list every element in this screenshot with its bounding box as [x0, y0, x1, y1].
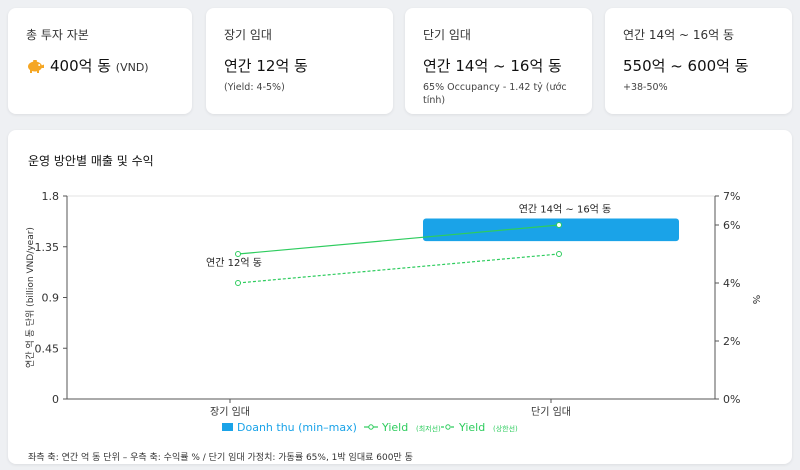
- y2-axis-label: %: [750, 295, 761, 305]
- legend-sub-yield-lower: (최저선): [416, 424, 441, 433]
- chart-panel: 운영 방안별 매출 및 수익 0 0.45 0.9 1.35 1.8 0% 2% 4% 6% 7%…: [8, 130, 792, 464]
- y2-tick-label: 7%: [723, 190, 740, 203]
- x-tick-label: 단기 임대: [531, 405, 571, 418]
- kpi-value: 550억 ~ 600억 동: [623, 57, 749, 75]
- kpi-value: 연간 14억 ~ 16억 동: [423, 57, 562, 75]
- legend-label-bar: Doanh thu (min–max): [237, 421, 357, 434]
- legend-label-yield-upper: Yield: [458, 421, 485, 434]
- kpi-label: 단기 임대: [423, 28, 471, 42]
- y-tick-label: 0: [52, 393, 59, 406]
- y2-tick-label: 4%: [723, 277, 740, 290]
- yield-upper-line: [237, 253, 560, 284]
- yield-lower-line: [237, 224, 560, 255]
- y2-tick-label: 2%: [723, 335, 740, 348]
- kpi-unit: (VND): [115, 61, 149, 74]
- y2-tick-label: 0%: [723, 393, 740, 406]
- revenue-bar: [423, 218, 679, 242]
- kpi-label: 총 투자 자본: [26, 28, 89, 42]
- legend-swatch-bar: [222, 423, 233, 431]
- y2-tick-label: 6%: [723, 219, 740, 232]
- y-tick-label: 1.35: [35, 241, 60, 254]
- annotation-short-term: 연간 14억 ~ 16억 동: [519, 204, 612, 216]
- piggy-bank-icon: [26, 59, 44, 77]
- kpi-sub: 65% Occupancy - 1.42 tỷ (ước tính): [423, 82, 567, 106]
- x-tick-label: 장기 임대: [210, 405, 250, 418]
- yield-lower-point: [556, 222, 562, 228]
- kpi-sub: +38-50%: [623, 82, 668, 93]
- y-tick-label: 0.9: [42, 292, 60, 305]
- kpi-card-total-investment: 총 투자 자본 400억 동 (VND): [8, 8, 192, 114]
- kpi-card-exit-value: 연간 14억 ~ 16억 동 550억 ~ 600억 동 +38-50%: [605, 8, 792, 114]
- kpi-card-long-term: 장기 임대 연간 12억 동 (Yield: 4-5%): [206, 8, 393, 114]
- yield-upper-point: [556, 251, 562, 257]
- kpi-label: 연간 14억 ~ 16억 동: [623, 28, 735, 42]
- chart-title: 운영 방안별 매출 및 수익: [28, 154, 154, 168]
- legend-marker-yield-lower: [368, 424, 374, 430]
- kpi-card-short-term: 단기 임대 연간 14억 ~ 16억 동 65% Occupancy - 1.4…: [405, 8, 592, 114]
- yield-lower-point: [235, 251, 241, 257]
- kpi-value: 연간 12억 동: [224, 57, 308, 75]
- yield-upper-point: [235, 280, 241, 286]
- kpi-value: 400억 동: [50, 57, 111, 75]
- y-axis-label: 연간 억 동 단위 (billion VND/year): [24, 227, 36, 368]
- y-tick-label: 1.8: [42, 190, 60, 203]
- chart-note: 좌측 축: 연간 억 동 단위 – 우측 축: 수익률 % / 단기 임대 가정…: [28, 453, 413, 463]
- legend-sub-yield-upper: (상한선): [493, 424, 518, 433]
- legend-label-yield-lower: Yield: [381, 421, 408, 434]
- annotation-long-term: 연간 12억 동: [206, 257, 262, 269]
- legend-marker-yield-upper: [445, 424, 451, 430]
- y-tick-label: 0.45: [35, 342, 60, 355]
- kpi-label: 장기 임대: [224, 28, 272, 42]
- revenue-yield-chart: 0 0.45 0.9 1.35 1.8 0% 2% 4% 6% 7% 장기 임대 단기 임대 연간 억 …: [24, 190, 761, 434]
- kpi-sub: (Yield: 4-5%): [224, 82, 285, 93]
